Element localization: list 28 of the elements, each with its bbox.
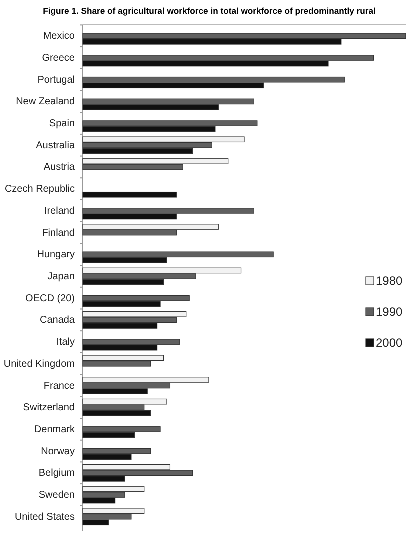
y-tick-label: Belgium (38, 468, 75, 480)
y-tick-label: Austria (44, 162, 76, 174)
y-tick-label: Czech Republic (4, 184, 75, 196)
y-tick-label: France (44, 380, 76, 392)
y-tick-label: Switzerland (23, 402, 75, 414)
y-tick-label: Spain (49, 118, 75, 130)
y-tick-label: Sweden (38, 490, 75, 502)
y-tick-label: Norway (41, 446, 75, 458)
legend-label: 1980 (376, 274, 404, 288)
legend-label: 2000 (376, 336, 404, 350)
y-tick-label: Hungary (37, 250, 75, 261)
y-tick-label: OECD (20) (26, 293, 75, 304)
y-tick-label: Portugal (38, 74, 75, 86)
y-tick-label: United States (14, 512, 75, 523)
y-tick-label: United Kingdom (4, 358, 75, 370)
y-tick-label: Ireland (44, 206, 75, 217)
y-tick-label: Italy (56, 337, 75, 348)
bar (82, 192, 177, 198)
y-tick-label: Canada (40, 315, 76, 326)
y-tick-label: Finland (42, 228, 75, 239)
y-tick-label: Mexico (43, 31, 76, 42)
y-tick-label: Denmark (34, 424, 76, 436)
legend-label: 1990 (376, 305, 404, 319)
y-tick-label: Greece (42, 52, 76, 64)
y-tick-label: New Zealand (16, 96, 75, 108)
chart-title: Figure 1. Share of agricultural workforce in total workforce of predominantly rural (43, 6, 376, 16)
y-tick-label: Japan (48, 272, 75, 282)
y-tick-label: Australia (36, 140, 76, 152)
